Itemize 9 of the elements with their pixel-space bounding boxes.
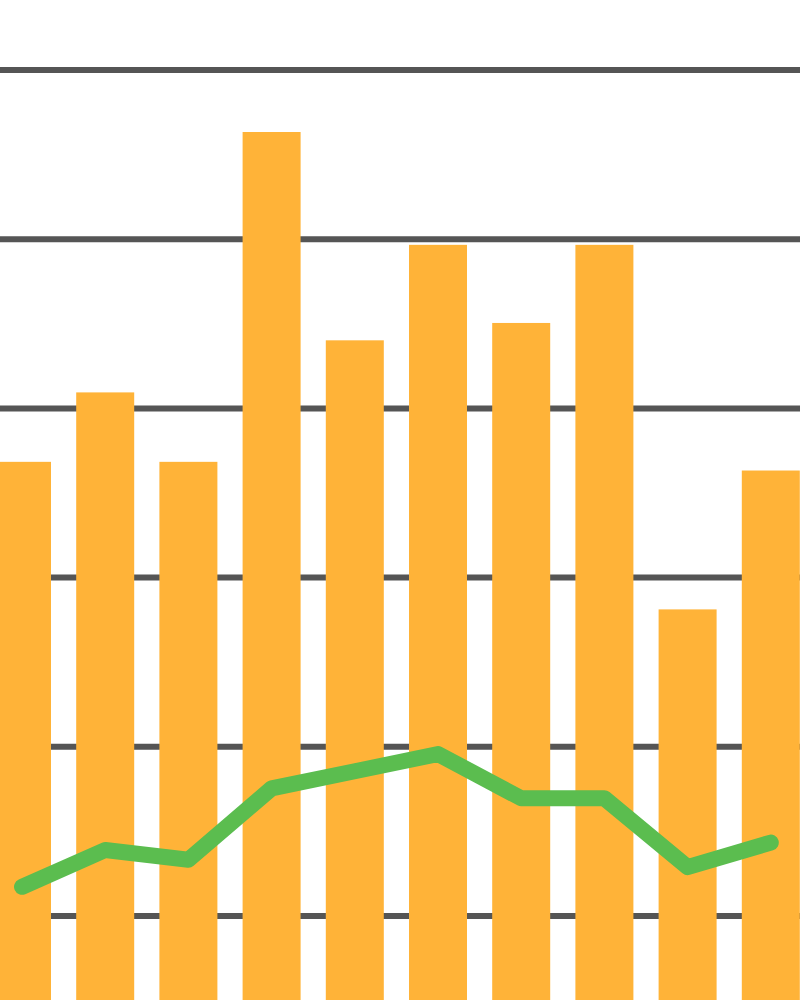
bar [242,132,301,1000]
bar [741,470,800,1000]
bar [159,461,218,1000]
bar [575,244,634,1000]
bar [658,609,717,1000]
bar [325,340,384,1000]
bar [409,244,467,1000]
bar [492,322,551,1000]
bar [76,392,135,1000]
